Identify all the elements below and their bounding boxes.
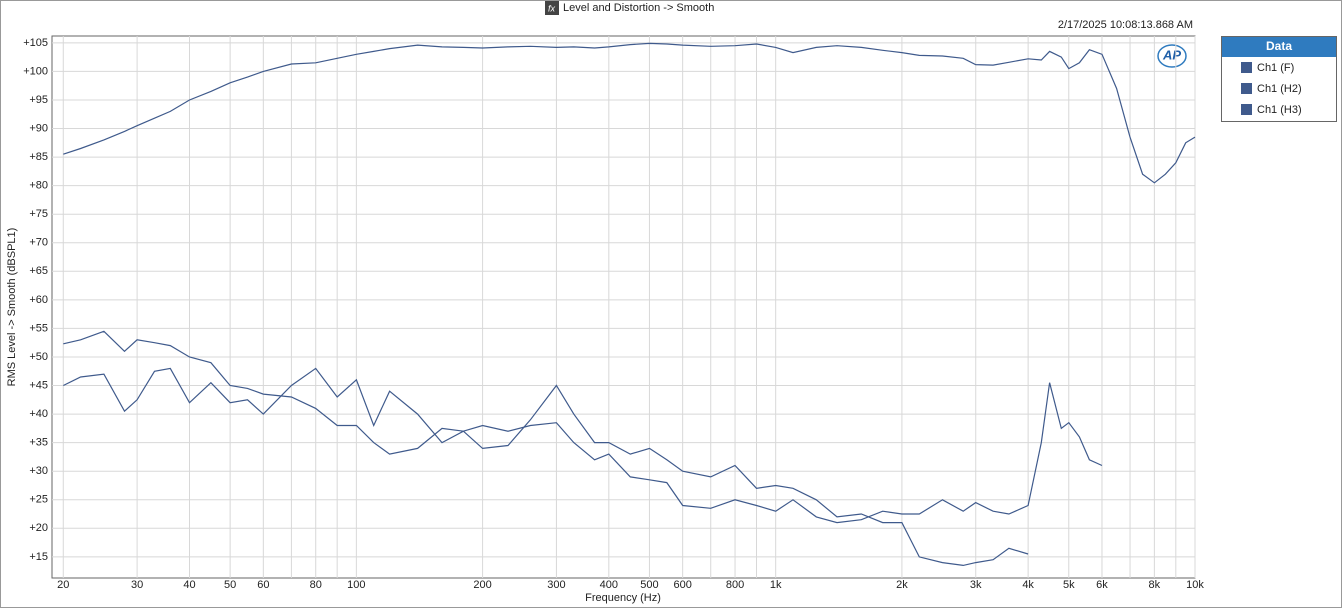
y-tick-label: +100 <box>23 65 48 77</box>
logo: AP <box>1162 47 1181 62</box>
x-tick-label: 2k <box>896 579 908 591</box>
x-tick-label: 100 <box>347 579 365 591</box>
y-tick-label: +50 <box>29 351 48 363</box>
legend-swatch <box>1241 104 1252 115</box>
fx-icon <box>545 1 559 15</box>
y-tick-label: +30 <box>29 465 48 477</box>
x-tick-label: 40 <box>183 579 195 591</box>
x-tick-label: 400 <box>600 579 618 591</box>
legend-header <box>1222 37 1336 57</box>
y-tick-label: +45 <box>29 379 48 391</box>
y-tick-label: +20 <box>29 522 48 534</box>
y-tick-label: +70 <box>29 237 48 249</box>
x-tick-label: 8k <box>1149 579 1161 591</box>
legend-entry: Ch1 (H2) <box>1257 83 1302 95</box>
y-tick-label: +90 <box>29 122 48 134</box>
plot-area <box>51 35 1196 579</box>
x-tick-label: 10k <box>1186 579 1204 591</box>
y-tick-label: +35 <box>29 437 48 449</box>
x-tick-label: 1k <box>770 579 782 591</box>
x-tick-label: 200 <box>473 579 491 591</box>
x-tick-label: 20 <box>57 579 69 591</box>
x-tick-label: 600 <box>673 579 691 591</box>
y-axis-label: RMS Level -> Smooth (dBSPL1) <box>6 228 18 387</box>
timestamp: 2/17/2025 10:08:13.868 AM <box>1058 19 1193 31</box>
y-tick-label: +95 <box>29 94 48 106</box>
y-tick-label: +40 <box>29 408 48 420</box>
y-tick-label: +55 <box>29 322 48 334</box>
y-tick-label: +85 <box>29 151 48 163</box>
x-tick-label: 3k <box>970 579 982 591</box>
x-tick-label: 6k <box>1096 579 1108 591</box>
y-tick-label: +65 <box>29 265 48 277</box>
x-tick-label: 800 <box>726 579 744 591</box>
x-tick-label: 5k <box>1063 579 1075 591</box>
legend-swatch <box>1241 83 1252 94</box>
y-tick-label: +80 <box>29 180 48 192</box>
legend-entry: Ch1 (F) <box>1257 62 1294 74</box>
fx-icon-text: fx <box>548 3 556 13</box>
y-tick-label: +15 <box>29 551 48 563</box>
series-line <box>63 330 1103 524</box>
series-line <box>63 367 1029 567</box>
x-axis-label: Frequency (Hz) <box>585 592 661 604</box>
y-tick-label: +75 <box>29 208 48 220</box>
legend-entry: Ch1 (H3) <box>1257 104 1302 116</box>
y-tick-label: +25 <box>29 494 48 506</box>
logo-ring <box>1157 44 1187 68</box>
chart-title: Level and Distortion -> Smooth <box>563 2 714 14</box>
x-tick-label: 500 <box>640 579 658 591</box>
x-tick-label: 80 <box>310 579 322 591</box>
legend-swatch <box>1241 62 1252 73</box>
x-tick-label: 60 <box>257 579 269 591</box>
x-tick-label: 50 <box>224 579 236 591</box>
x-tick-label: 30 <box>131 579 143 591</box>
series-line <box>63 42 1196 184</box>
x-tick-label: 300 <box>547 579 565 591</box>
y-tick-label: +60 <box>29 294 48 306</box>
legend-title: Data <box>1266 39 1292 53</box>
x-tick-label: 4k <box>1022 579 1034 591</box>
y-tick-label: +105 <box>23 37 48 49</box>
